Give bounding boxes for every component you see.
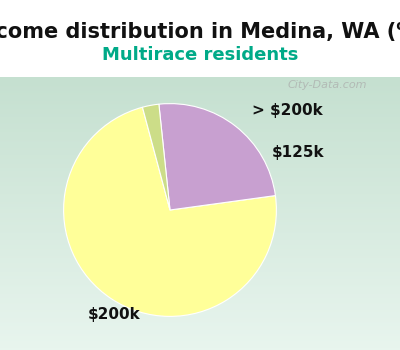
Wedge shape bbox=[64, 107, 276, 316]
Text: Income distribution in Medina, WA (%): Income distribution in Medina, WA (%) bbox=[0, 22, 400, 42]
Text: $200k: $200k bbox=[88, 307, 141, 322]
Wedge shape bbox=[142, 104, 170, 210]
Text: > $200k: > $200k bbox=[252, 104, 323, 119]
Text: City-Data.com: City-Data.com bbox=[288, 79, 368, 90]
Wedge shape bbox=[159, 104, 276, 210]
Text: Multirace residents: Multirace residents bbox=[102, 47, 298, 64]
Text: $125k: $125k bbox=[272, 146, 325, 161]
